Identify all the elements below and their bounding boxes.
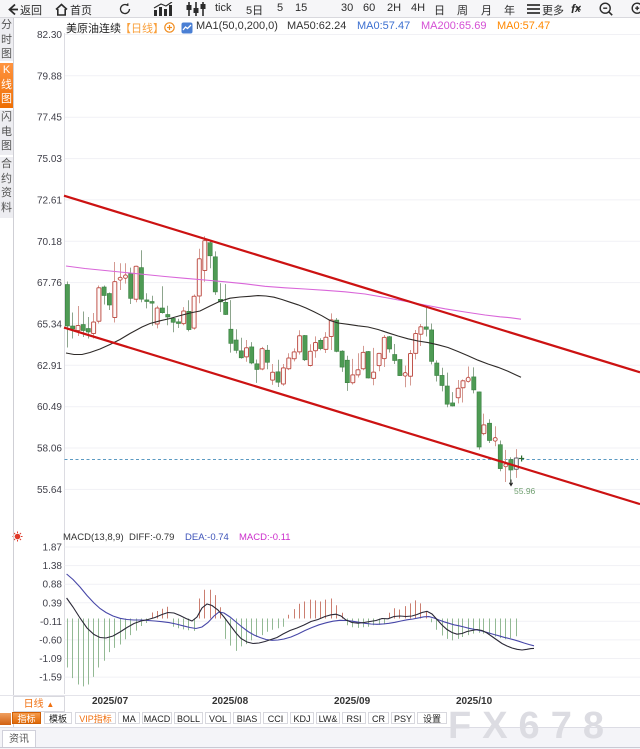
svg-text:-1.09: -1.09 [39, 654, 62, 665]
svg-text:60.49: 60.49 [37, 402, 62, 413]
svg-text:-0.60: -0.60 [39, 635, 62, 646]
svg-text:82.30: 82.30 [37, 30, 62, 41]
svg-text:65.34: 65.34 [37, 319, 62, 330]
svg-text:0.88: 0.88 [43, 580, 63, 591]
svg-text:62.91: 62.91 [37, 361, 62, 372]
svg-text:1.87: 1.87 [43, 543, 63, 554]
svg-text:58.06: 58.06 [37, 444, 62, 455]
svg-text:55.64: 55.64 [37, 485, 62, 496]
svg-text:-1.59: -1.59 [39, 673, 62, 684]
svg-text:67.76: 67.76 [37, 278, 62, 289]
svg-text:77.45: 77.45 [37, 113, 62, 124]
svg-text:79.88: 79.88 [37, 71, 62, 82]
svg-text:0.39: 0.39 [43, 598, 63, 609]
svg-text:1.38: 1.38 [43, 561, 63, 572]
svg-text:-0.11: -0.11 [40, 617, 62, 628]
svg-text:72.61: 72.61 [37, 195, 62, 206]
svg-text:55.96: 55.96 [514, 486, 536, 496]
svg-text:75.03: 75.03 [37, 154, 62, 165]
svg-text:70.18: 70.18 [37, 237, 62, 248]
